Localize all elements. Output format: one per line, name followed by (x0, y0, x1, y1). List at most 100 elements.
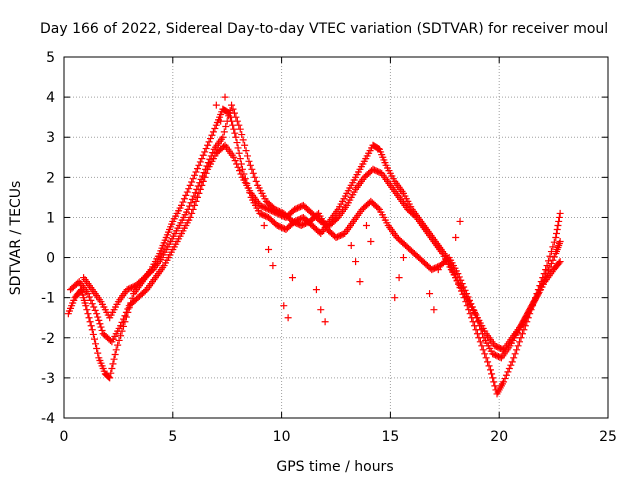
data-point (556, 238, 564, 246)
data-point (178, 201, 186, 209)
data-point (246, 161, 254, 169)
data-point (513, 346, 521, 354)
data-point (232, 113, 240, 121)
data-point (269, 262, 277, 270)
data-point (239, 136, 247, 144)
data-point (505, 365, 513, 373)
data-point (91, 306, 99, 314)
data-point (109, 360, 117, 368)
data-point (553, 229, 561, 237)
data-point (202, 145, 210, 153)
data-point (219, 133, 227, 141)
data-point (352, 258, 360, 266)
data-point (188, 178, 196, 186)
data-point (456, 217, 464, 225)
x-tick-label: 0 (60, 429, 69, 445)
chart-title: Day 166 of 2022, Sidereal Day-to-day VTE… (40, 21, 608, 37)
data-point (549, 243, 557, 251)
data-point (510, 354, 518, 362)
data-point (464, 293, 472, 301)
x-tick-label: 20 (490, 429, 508, 445)
data-point (196, 179, 204, 187)
data-point (284, 314, 292, 322)
data-point (231, 129, 239, 137)
data-point (115, 336, 123, 344)
data-point (83, 306, 91, 314)
data-point (552, 234, 560, 241)
data-point (430, 306, 438, 314)
data-point (230, 125, 238, 133)
data-point (356, 278, 364, 286)
data-point (426, 290, 434, 298)
data-point (479, 346, 487, 354)
series-short-segments (212, 93, 464, 326)
data-point (195, 189, 203, 197)
data-point (207, 135, 215, 143)
data-point (550, 253, 558, 261)
data-point (229, 121, 237, 129)
data-point (288, 274, 296, 282)
data-point (470, 306, 478, 314)
data-point (97, 323, 105, 331)
data-point (534, 290, 542, 298)
data-point (209, 149, 217, 157)
data-point (85, 293, 93, 301)
data-point (507, 361, 515, 369)
data-point (88, 326, 96, 334)
data-point (474, 318, 482, 326)
data-point (481, 350, 489, 358)
data-point (186, 181, 194, 189)
data-point (374, 204, 382, 212)
data-point (244, 152, 252, 160)
data-point (182, 191, 190, 199)
data-point (179, 198, 187, 206)
data-point (260, 221, 268, 229)
data-point (190, 192, 198, 200)
series-track-c (80, 101, 564, 362)
data-point (90, 335, 98, 343)
data-point (84, 310, 92, 318)
data-point (514, 342, 522, 350)
data-point (251, 173, 259, 181)
data-point (476, 338, 484, 346)
data-point (200, 169, 208, 177)
data-point (265, 246, 273, 254)
data-point (237, 170, 245, 178)
data-point (465, 296, 473, 304)
data-point (518, 330, 526, 338)
series-track-a (64, 105, 564, 398)
data-point (82, 302, 90, 310)
data-point (508, 358, 516, 366)
data-point (549, 256, 557, 264)
x-axis-label: GPS time / hours (276, 459, 393, 475)
data-point (84, 290, 92, 298)
data-points (64, 93, 564, 398)
data-point (201, 165, 209, 173)
data-point (206, 155, 214, 163)
data-point (185, 202, 193, 210)
data-point (473, 314, 481, 322)
plot-frame (63, 56, 609, 419)
data-point (217, 117, 225, 125)
data-point (112, 346, 120, 354)
data-point (223, 117, 231, 125)
data-point (476, 322, 484, 330)
data-point (234, 144, 242, 152)
data-point (117, 332, 125, 340)
data-point (233, 139, 241, 147)
data-point (222, 123, 230, 131)
y-tick-label: -2 (41, 331, 55, 347)
data-point (455, 273, 463, 281)
data-point (203, 162, 211, 170)
data-point (234, 163, 242, 171)
data-point (477, 326, 485, 334)
data-point (93, 310, 101, 318)
data-point (197, 175, 205, 183)
data-point (236, 155, 244, 163)
data-point (391, 294, 399, 302)
y-tick-label: 2 (46, 170, 55, 186)
data-point (434, 266, 442, 274)
data-point (85, 314, 93, 322)
data-point (504, 368, 512, 376)
